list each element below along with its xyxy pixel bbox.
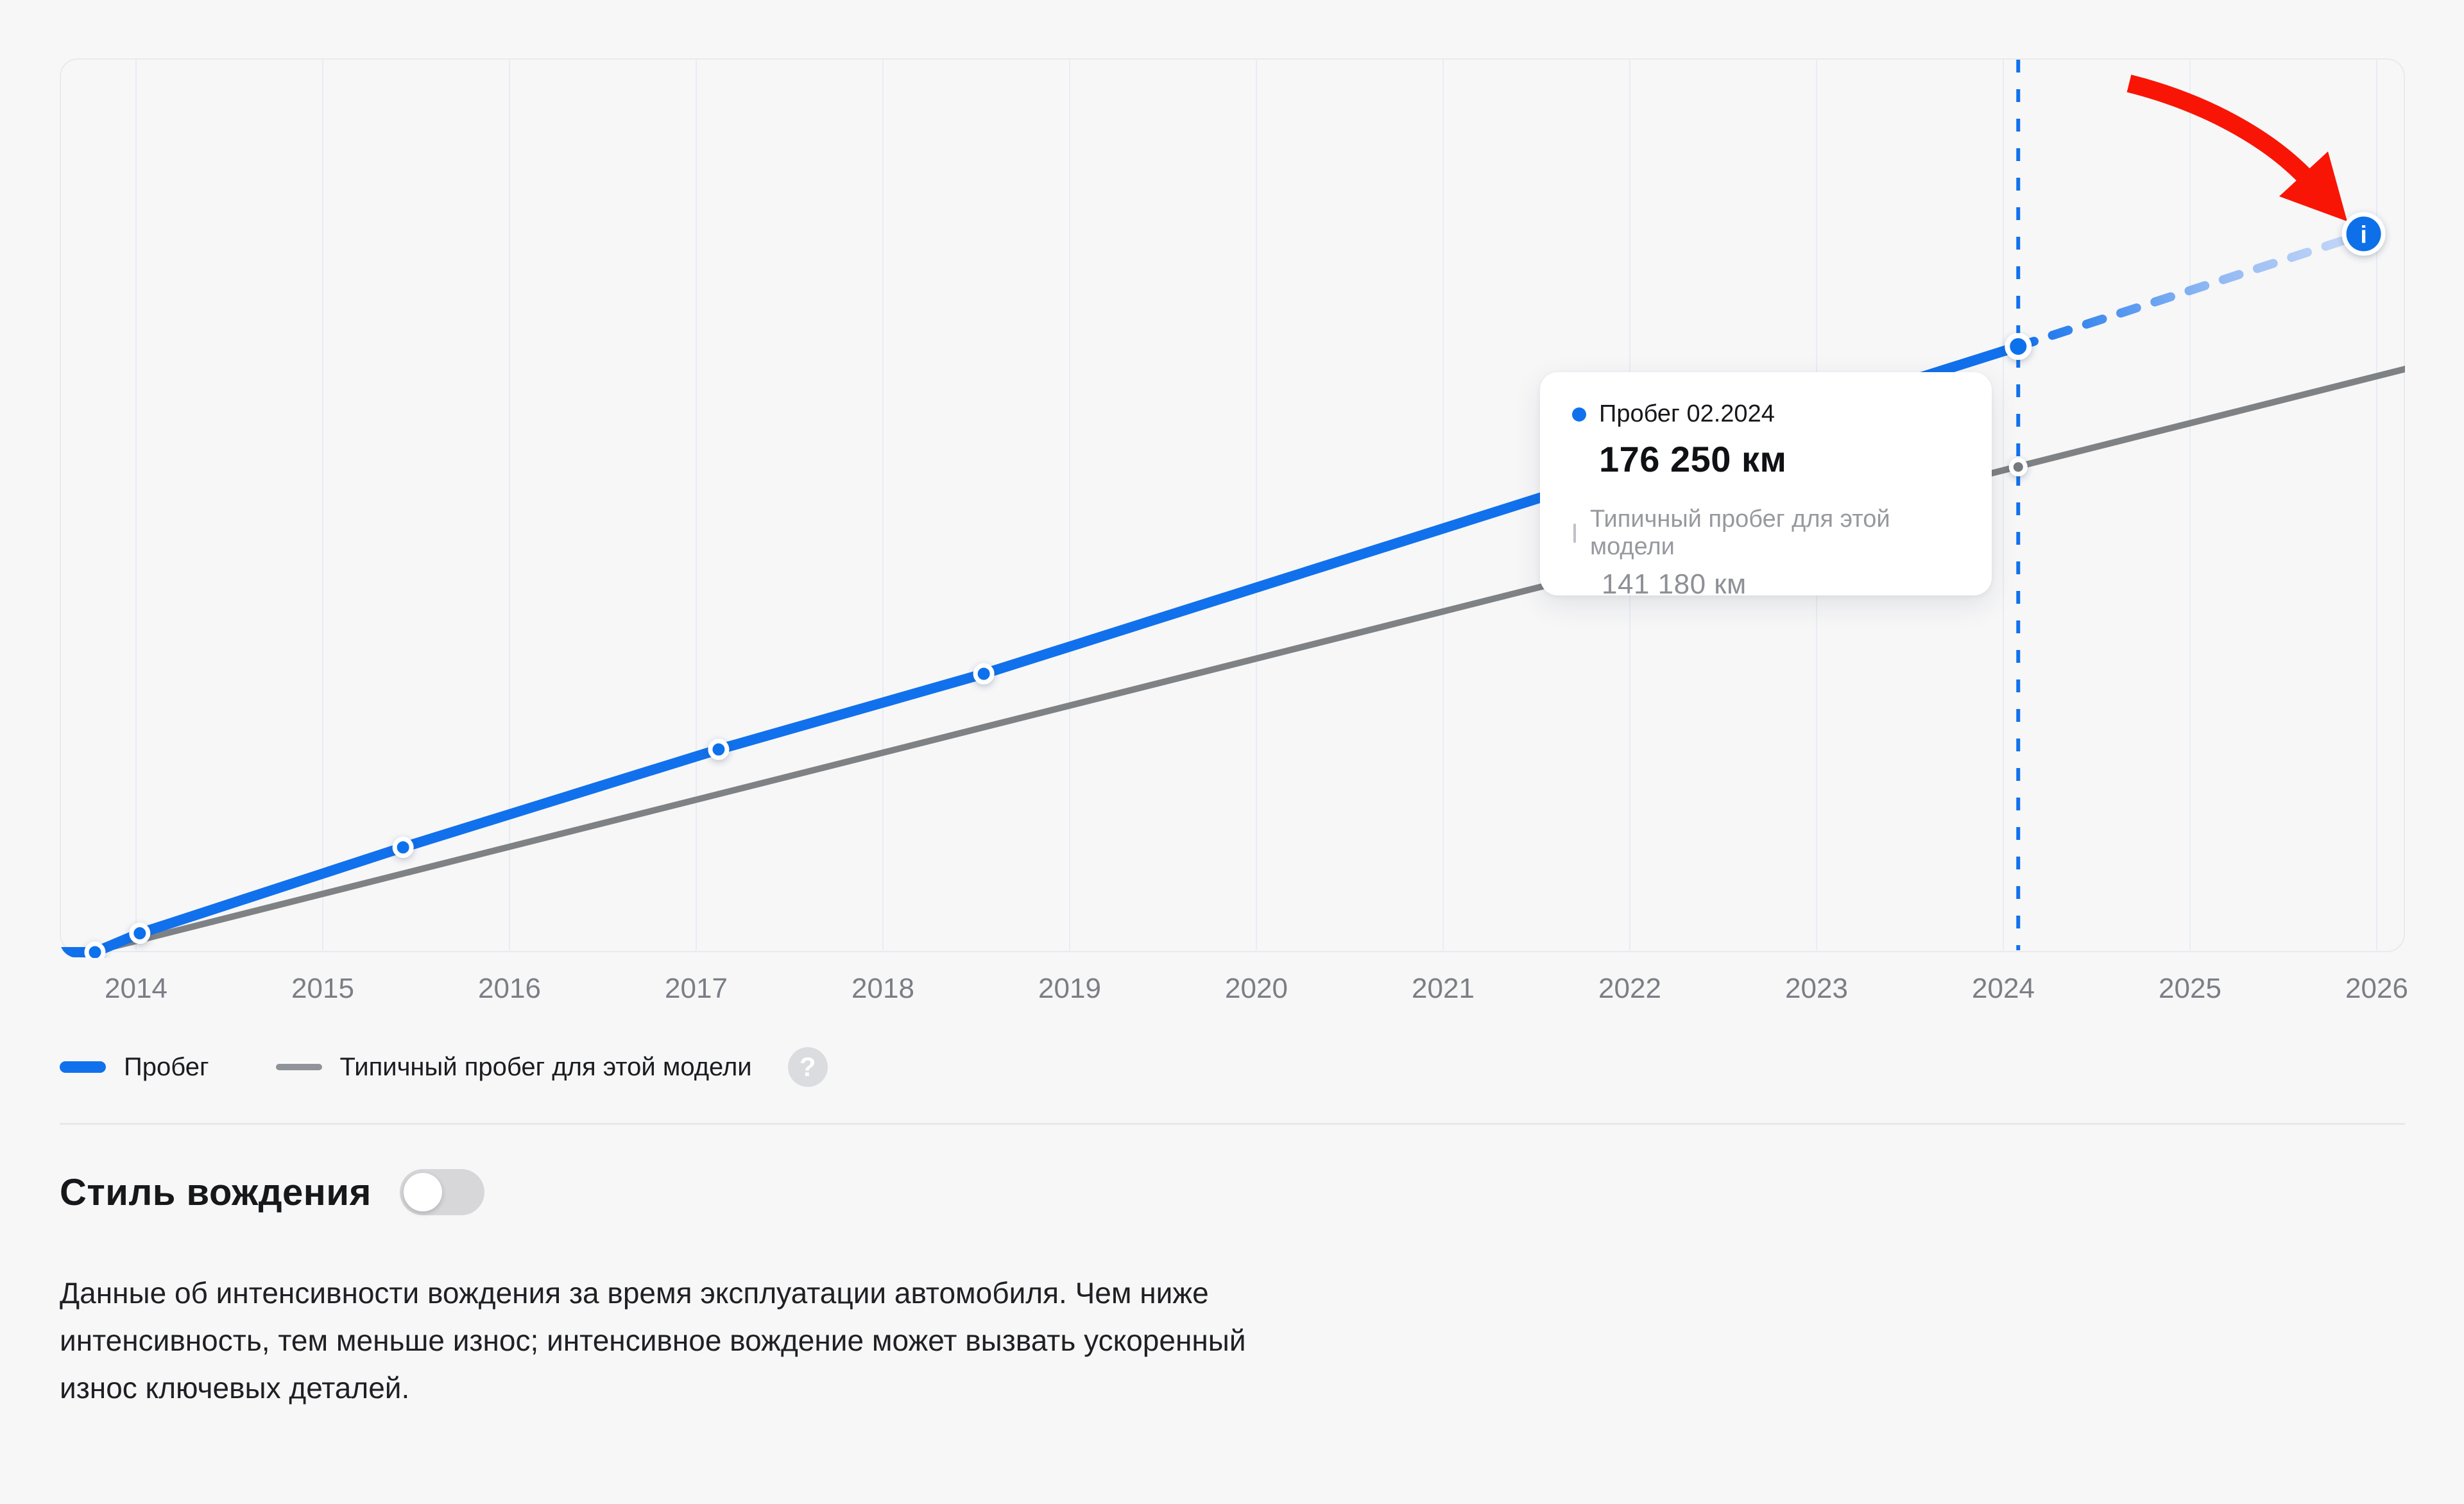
- x-axis-label-2023: 2023: [1785, 973, 1848, 1004]
- tooltip-typical-label: Типичный пробег для этой модели: [1590, 506, 1890, 560]
- chart-tooltip: Пробег 02.2024 176 250 км Типичный пробе…: [1540, 372, 1992, 600]
- mileage-point: [129, 923, 151, 944]
- x-axis-label-2016: 2016: [478, 973, 541, 1004]
- mileage-legend-label: Пробег: [124, 1052, 209, 1081]
- typical-mileage-line: [88, 365, 2405, 955]
- x-axis-label-2025: 2025: [2159, 973, 2221, 1004]
- red-arrow-head-icon: [2279, 151, 2347, 221]
- help-icon[interactable]: ?: [787, 1047, 828, 1087]
- red-arrow-icon: [2126, 74, 2321, 192]
- mileage-chart-card: [60, 58, 2405, 952]
- typical-legend-swatch: [275, 1064, 322, 1070]
- x-axis-label-2019: 2019: [1038, 973, 1101, 1004]
- x-axis-label-2022: 2022: [1598, 973, 1661, 1004]
- typical-mileage-point: [2008, 457, 2028, 477]
- x-axis-label-2017: 2017: [665, 973, 728, 1004]
- driving-style-description: Данные об интенсивности вождения за врем…: [60, 1276, 1246, 1405]
- driving-style-toggle[interactable]: [399, 1169, 484, 1215]
- chart-legend: Пробег Типичный пробег для этой модели ?: [60, 1045, 828, 1090]
- x-axis-label-2024: 2024: [1972, 973, 2035, 1004]
- tooltip-typical-value: 141 180 км: [1602, 568, 1747, 600]
- tooltip-mileage-value: 176 250 км: [1599, 439, 1787, 479]
- toggle-knob: [403, 1173, 442, 1211]
- x-axis-label-2026: 2026: [2345, 973, 2408, 1004]
- x-axis-label-2015: 2015: [291, 973, 354, 1004]
- typical-series-tick-icon: [1573, 524, 1576, 543]
- mileage-legend-swatch: [60, 1061, 106, 1073]
- mileage-point: [708, 739, 730, 760]
- mileage-chart[interactable]: i: [0, 0, 2464, 1027]
- section-divider: [60, 1123, 2405, 1125]
- mileage-point: [973, 663, 995, 685]
- typical-legend-label: Типичный пробег для этой модели: [339, 1052, 752, 1081]
- x-axis-label-2014: 2014: [105, 973, 167, 1004]
- x-axis-label-2021: 2021: [1412, 973, 1475, 1004]
- info-icon[interactable]: i: [2341, 212, 2386, 256]
- x-axis-label-2020: 2020: [1225, 973, 1288, 1004]
- projected-mileage-line: [2014, 229, 2368, 351]
- tooltip-mileage-label: Пробег 02.2024: [1599, 400, 1775, 427]
- driving-style-title: Стиль вождения: [60, 1171, 372, 1213]
- current-mileage-point[interactable]: [2005, 332, 2032, 360]
- mileage-point: [84, 941, 106, 958]
- mileage-series-dot-icon: [1572, 407, 1586, 422]
- mileage-point: [392, 837, 414, 859]
- x-axis-label-2018: 2018: [851, 973, 914, 1004]
- svg-text:i: i: [2360, 222, 2367, 249]
- plot-area: i: [60, 60, 2405, 958]
